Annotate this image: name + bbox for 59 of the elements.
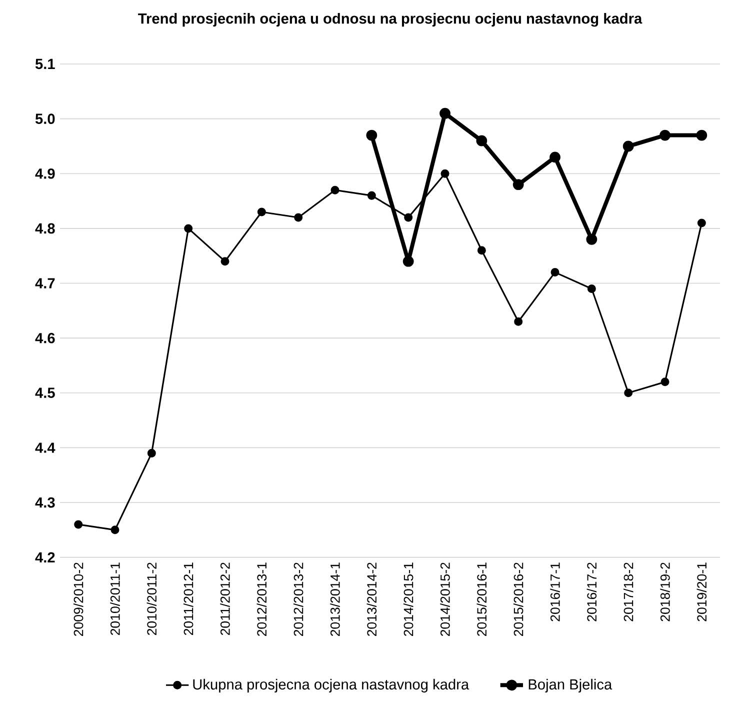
point xyxy=(330,186,340,194)
point xyxy=(514,317,523,326)
point xyxy=(476,135,488,146)
y-tick-label: 5.1 xyxy=(35,58,55,70)
point xyxy=(440,108,450,119)
point xyxy=(402,256,414,267)
point xyxy=(512,179,524,190)
point xyxy=(404,213,413,222)
x-tick-label: 2011/2012-1 xyxy=(183,562,194,635)
point xyxy=(624,388,633,398)
point xyxy=(696,130,708,141)
y-tick-label: 4.7 xyxy=(35,278,55,288)
x-tick-label: 2016/17-1 xyxy=(550,562,560,622)
x-tick-label: 2010/2011-2 xyxy=(146,562,157,635)
x-tick-label: 2014/2015-1 xyxy=(403,562,414,636)
point xyxy=(477,246,486,255)
x-tick-label: 2014/2015-2 xyxy=(440,562,450,636)
point xyxy=(660,130,670,141)
x-tick-label: 2019/20-1 xyxy=(696,562,707,622)
point xyxy=(110,526,120,534)
x-tick-label: 2018/19-2 xyxy=(660,562,670,622)
y-tick-label: 4.8 xyxy=(35,223,55,234)
x-tick-label: 2015/2016-1 xyxy=(476,562,487,636)
y-tick-label: 4.3 xyxy=(35,497,55,508)
point xyxy=(550,152,560,163)
point xyxy=(587,284,596,293)
y-tick-label: 4.5 xyxy=(35,388,55,398)
x-tick-label: 2011/2012-2 xyxy=(220,562,230,635)
y-tick-label: 4.9 xyxy=(35,168,55,179)
point xyxy=(586,234,598,245)
point xyxy=(257,208,266,216)
point xyxy=(550,268,560,277)
point xyxy=(366,130,378,141)
x-tick-label: 2010/2011-1 xyxy=(110,562,120,635)
x-tick-label: 2012/2013-1 xyxy=(256,562,267,636)
y-tick-label: 4.6 xyxy=(35,332,55,344)
point xyxy=(294,213,303,222)
point xyxy=(184,224,193,233)
legend-label: Ukupna prosjecna ocjena nastavnog kadra xyxy=(193,678,470,692)
x-tick-label: 2013/2014-2 xyxy=(366,562,377,636)
point xyxy=(220,257,230,266)
point xyxy=(622,140,634,152)
point xyxy=(147,448,156,458)
x-tick-label: 2016/17-2 xyxy=(586,562,597,622)
point xyxy=(74,520,83,529)
x-tick-label: 2012/2013-2 xyxy=(293,562,304,636)
point xyxy=(697,218,706,228)
x-tick-label: 2013/2014-1 xyxy=(330,562,340,636)
chart-title: Trend prosjecnih ocjena u odnosu na prosjecnu ocjenu nastavnog kadra xyxy=(138,12,642,27)
x-tick-label: 2015/2016-2 xyxy=(513,562,524,636)
point xyxy=(660,378,670,386)
y-tick-label: 5.0 xyxy=(35,114,55,124)
y-tick-label: 4.4 xyxy=(35,442,56,453)
point xyxy=(440,169,450,178)
x-tick-label: 2009/2010-2 xyxy=(73,562,84,636)
point xyxy=(367,191,376,200)
x-tick-label: 2017/18-2 xyxy=(623,562,634,622)
legend-label: Bojan Bjelica xyxy=(528,678,612,692)
y-tick-label: 4.2 xyxy=(35,552,55,562)
